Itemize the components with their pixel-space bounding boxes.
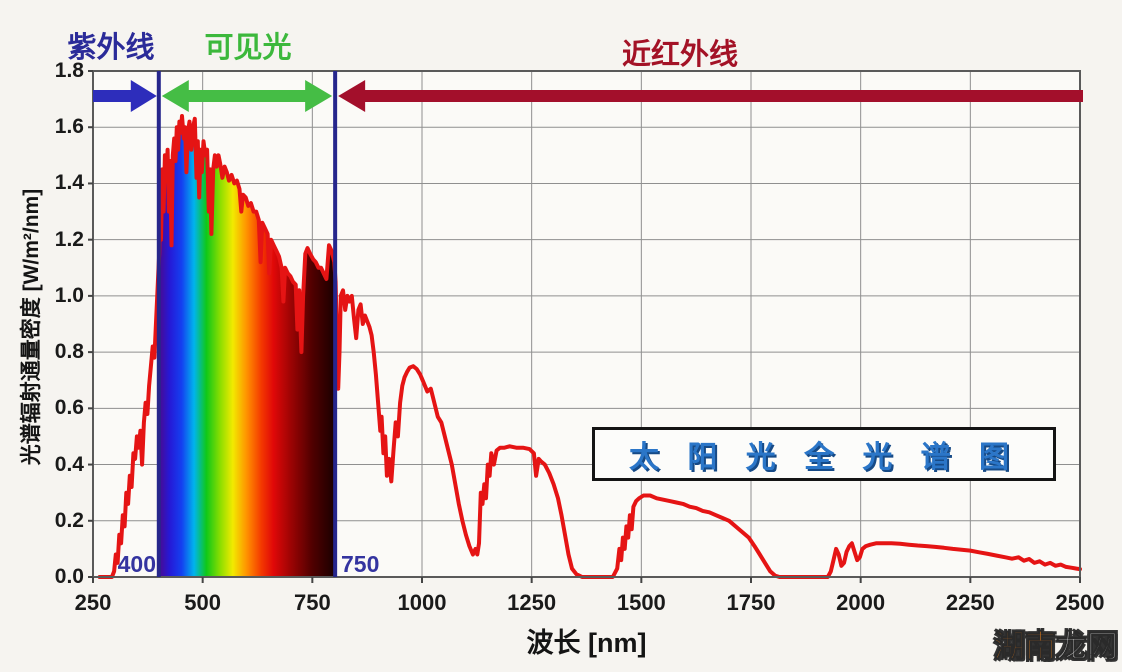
y-axis-title: 光谱辐射通量密度 [W/m²/nm]	[20, 188, 43, 466]
y-tick-label: 0.6	[54, 396, 84, 420]
x-tick-label: 1750	[726, 590, 776, 615]
line-400-label: 400	[117, 551, 156, 577]
watermark-part2: 龙网	[1056, 629, 1119, 665]
y-tick-label: 0.0	[54, 565, 84, 588]
y-tick-label: 1.0	[54, 283, 84, 307]
y-tick-label: 1.2	[54, 227, 84, 251]
y-tick-label: 1.8	[54, 59, 84, 82]
chart-title-text: 太 阳 光 全 光 谱 图	[628, 441, 1019, 474]
line-750-label: 750	[341, 551, 380, 577]
x-tick-label: 1500	[616, 590, 666, 615]
chart-title-box: 太 阳 光 全 光 谱 图	[592, 427, 1056, 481]
x-tick-label: 750	[293, 590, 331, 615]
nir-band-label: 近红外线	[621, 39, 738, 71]
x-tick-label: 1250	[507, 590, 557, 615]
watermark: 湖南龙网	[994, 621, 1119, 666]
y-tick-label: 1.6	[54, 115, 84, 139]
y-tick-label: 1.4	[54, 171, 84, 195]
x-axis-title: 波长 [nm]	[526, 628, 647, 658]
x-tick-label: 250	[74, 590, 112, 615]
x-tick-label: 500	[184, 590, 222, 615]
x-tick-label: 2500	[1055, 590, 1105, 615]
x-tick-label: 2250	[945, 590, 995, 615]
y-tick-label: 0.2	[54, 508, 84, 532]
x-tick-label: 1000	[397, 590, 447, 615]
y-tick-label: 0.8	[54, 340, 84, 364]
y-tick-label: 0.4	[54, 452, 84, 476]
x-tick-label: 2000	[836, 590, 886, 615]
watermark-part1: 湖南	[994, 629, 1057, 665]
uv-band-label: 紫外线	[67, 32, 155, 64]
visible-band-label: 可见光	[204, 32, 292, 64]
